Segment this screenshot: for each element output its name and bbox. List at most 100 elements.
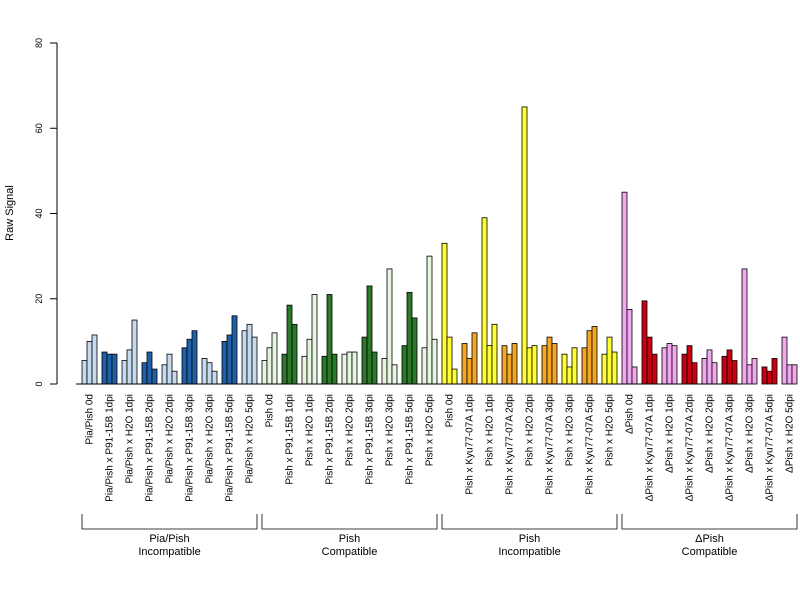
bar [211, 370, 218, 385]
bar [481, 217, 488, 385]
y-tick-label: 20 [34, 294, 44, 304]
group-label-line2: Incompatible [138, 546, 200, 558]
bar [86, 340, 93, 385]
bar [291, 323, 298, 385]
bar [271, 332, 278, 385]
bar [411, 317, 418, 385]
bar [341, 353, 348, 385]
group-label-line2: Incompatible [498, 546, 560, 558]
bar [706, 349, 713, 385]
bar [546, 336, 553, 385]
x-tick-label: Pia/Pish x P91-15B 1dpi [105, 394, 116, 502]
y-axis: 0 20 40 60 80 [34, 38, 58, 387]
bar [371, 351, 378, 385]
bar [451, 368, 458, 385]
bar [226, 334, 233, 385]
group-label-line1: Pish [339, 533, 360, 545]
bar [121, 360, 128, 385]
bar [166, 353, 173, 385]
x-tick-label: Pish x Kyu77-07A 2dpi [505, 394, 516, 495]
x-tick-label: ΔPish x Kyu77-07A 5dpi [765, 394, 776, 501]
bar [781, 336, 788, 385]
x-tick-label: ΔPish x Kyu77-07A 3dpi [725, 394, 736, 501]
x-tick-label: Pish 0d [265, 394, 276, 427]
y-tick-label: 80 [34, 38, 44, 48]
x-tick-label: ΔPish x Kyu77-07A 2dpi [685, 394, 696, 501]
bar [301, 355, 308, 385]
bar [111, 353, 118, 385]
bar [101, 351, 108, 385]
bar [171, 370, 178, 385]
bar [201, 358, 208, 385]
x-tick-label: Pish x Kyu77-07A 1dpi [465, 394, 476, 495]
x-tick-label: Pish 0d [445, 394, 456, 427]
bar [646, 336, 653, 385]
bar [386, 268, 393, 385]
bar [501, 345, 508, 385]
bar [446, 336, 453, 385]
bar [661, 347, 668, 385]
bar [366, 285, 373, 385]
y-tick-label: 0 [34, 381, 44, 386]
group-label-line1: ΔPish [695, 533, 724, 545]
bar [141, 362, 148, 385]
bar [351, 351, 358, 385]
bar [246, 323, 253, 385]
bar [331, 353, 338, 385]
bar [91, 334, 98, 385]
bar [261, 360, 268, 385]
bar [221, 340, 228, 385]
x-tick-label: Pish x P91-15B 5dpi [405, 394, 416, 485]
y-tick-label: 40 [34, 208, 44, 218]
x-tick-label: ΔPish x H2O 5dpi [785, 394, 796, 473]
x-tick-label: Pia/Pish x H2O 2dpi [165, 394, 176, 484]
bar [321, 355, 328, 385]
bar [361, 336, 368, 385]
bar [491, 323, 498, 385]
x-tick-label: Pia/Pish x P91-15B 3dpi [185, 394, 196, 502]
bar [511, 343, 518, 385]
bar [346, 351, 353, 385]
bar [681, 353, 688, 385]
bar [586, 330, 593, 385]
bar [561, 353, 568, 385]
bar [761, 366, 768, 385]
x-tick-label: Pia/Pish x H2O 1dpi [125, 394, 136, 484]
bar [606, 336, 613, 385]
x-tick-label: ΔPish 0d [625, 394, 636, 434]
bar [466, 358, 473, 385]
x-tick-label: ΔPish x H2O 1dpi [665, 394, 676, 473]
x-tick-label: Pish x P91-15B 3dpi [365, 394, 376, 485]
group-bracket [441, 514, 618, 530]
x-tick-label: Pia/Pish x P91-15B 2dpi [145, 394, 156, 502]
bar [531, 345, 538, 385]
bar [401, 345, 408, 385]
x-tick-label: Pish x P91-15B 2dpi [325, 394, 336, 485]
bar [231, 315, 238, 385]
group-bracket [621, 514, 798, 530]
bar [566, 366, 573, 385]
x-tick-label: Pia/Pish x H2O 3dpi [205, 394, 216, 484]
bar [651, 353, 658, 385]
bar [311, 294, 318, 385]
bar [626, 309, 633, 385]
bar [81, 360, 88, 385]
x-tick-label: ΔPish x H2O 3dpi [745, 394, 756, 473]
bar [426, 255, 433, 385]
bar [541, 345, 548, 385]
bar [471, 332, 478, 385]
bar [751, 358, 758, 385]
bar [591, 326, 598, 385]
bar [421, 347, 428, 385]
bar [691, 362, 698, 385]
x-tick-label: Pish x P91-15B 1dpi [285, 394, 296, 485]
bar [191, 330, 198, 385]
x-tick-label: Pish x H2O 3dpi [565, 394, 576, 466]
bar [621, 191, 628, 385]
bar [766, 370, 773, 385]
y-tick-label: 60 [34, 123, 44, 133]
bar [441, 242, 448, 385]
group-bracket [81, 514, 258, 530]
bar [746, 364, 753, 385]
x-tick-label: Pia/Pish x H2O 5dpi [245, 394, 256, 484]
